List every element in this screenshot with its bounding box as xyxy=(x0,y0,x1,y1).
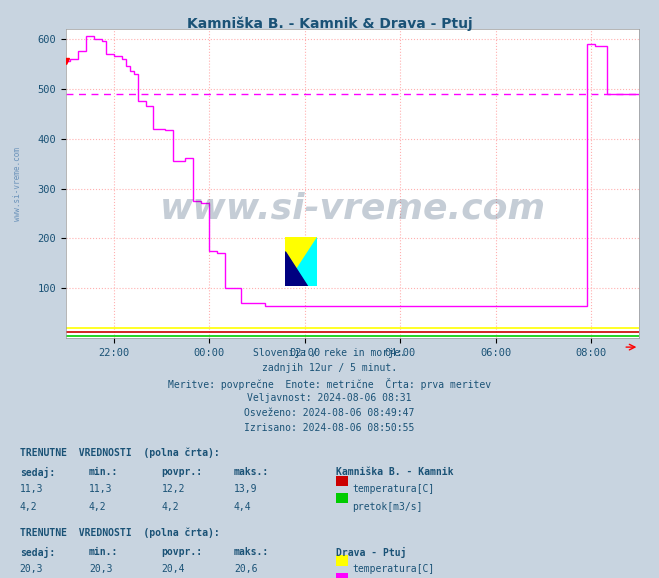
Polygon shape xyxy=(285,252,308,286)
Text: Kamniška B. - Kamnik: Kamniška B. - Kamnik xyxy=(336,467,453,477)
Text: min.:: min.: xyxy=(89,467,119,477)
Text: min.:: min.: xyxy=(89,547,119,557)
Text: 11,3: 11,3 xyxy=(89,484,113,494)
Text: 11,3: 11,3 xyxy=(20,484,43,494)
Text: 20,3: 20,3 xyxy=(20,564,43,574)
Text: Veljavnost: 2024-08-06 08:31: Veljavnost: 2024-08-06 08:31 xyxy=(247,393,412,403)
Text: 13,9: 13,9 xyxy=(234,484,258,494)
Text: www.si-vreme.com: www.si-vreme.com xyxy=(13,146,22,221)
Text: Meritve: povprečne  Enote: metrične  Črta: prva meritev: Meritve: povprečne Enote: metrične Črta:… xyxy=(168,378,491,390)
Text: maks.:: maks.: xyxy=(234,547,269,557)
Text: sedaj:: sedaj: xyxy=(20,467,55,478)
Polygon shape xyxy=(285,237,317,286)
Text: 20,3: 20,3 xyxy=(89,564,113,574)
Text: 20,6: 20,6 xyxy=(234,564,258,574)
Text: TRENUTNE  VREDNOSTI  (polna črta):: TRENUTNE VREDNOSTI (polna črta): xyxy=(20,528,219,538)
Text: povpr.:: povpr.: xyxy=(161,547,202,557)
Text: Slovenija / reke in morje.: Slovenija / reke in morje. xyxy=(253,348,406,358)
Text: temperatura[C]: temperatura[C] xyxy=(353,484,435,494)
Text: 20,4: 20,4 xyxy=(161,564,185,574)
Text: zadnjih 12ur / 5 minut.: zadnjih 12ur / 5 minut. xyxy=(262,363,397,373)
Text: sedaj:: sedaj: xyxy=(20,547,55,558)
Text: www.si-vreme.com: www.si-vreme.com xyxy=(159,191,546,225)
Text: pretok[m3/s]: pretok[m3/s] xyxy=(353,502,423,512)
Text: povpr.:: povpr.: xyxy=(161,467,202,477)
Text: TRENUTNE  VREDNOSTI  (polna črta):: TRENUTNE VREDNOSTI (polna črta): xyxy=(20,448,219,458)
Text: 4,4: 4,4 xyxy=(234,502,252,512)
Text: 4,2: 4,2 xyxy=(20,502,38,512)
Text: Osveženo: 2024-08-06 08:49:47: Osveženo: 2024-08-06 08:49:47 xyxy=(244,408,415,418)
Text: maks.:: maks.: xyxy=(234,467,269,477)
Text: 12,2: 12,2 xyxy=(161,484,185,494)
Text: Kamniška B. - Kamnik & Drava - Ptuj: Kamniška B. - Kamnik & Drava - Ptuj xyxy=(186,16,473,31)
Text: Izrisano: 2024-08-06 08:50:55: Izrisano: 2024-08-06 08:50:55 xyxy=(244,423,415,433)
Polygon shape xyxy=(285,237,317,286)
Text: 4,2: 4,2 xyxy=(89,502,107,512)
Text: temperatura[C]: temperatura[C] xyxy=(353,564,435,574)
Text: Drava - Ptuj: Drava - Ptuj xyxy=(336,547,407,558)
Text: 4,2: 4,2 xyxy=(161,502,179,512)
